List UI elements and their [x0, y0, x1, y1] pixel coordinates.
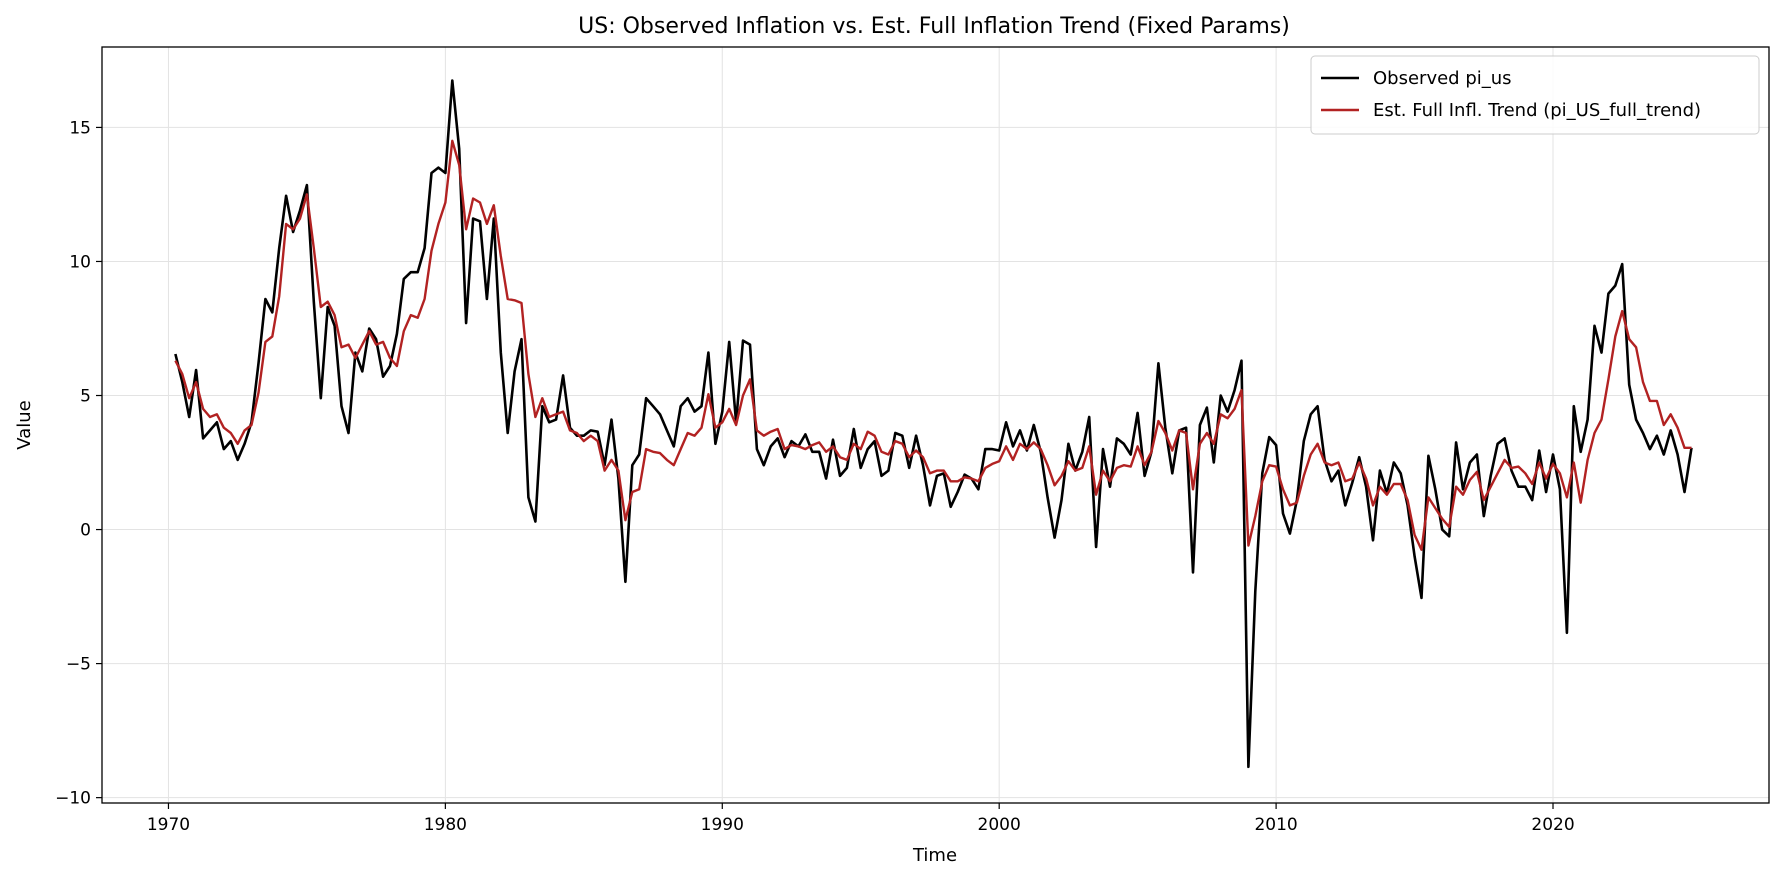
grid — [102, 47, 1769, 803]
x-axis: 1970 1980 1990 2000 2010 2020 — [147, 803, 1575, 835]
legend: Observed pi_us Est. Full Infl. Trend (pi_… — [1310, 55, 1760, 135]
legend-box — [1310, 55, 1760, 135]
x-axis-title: Time — [912, 845, 957, 866]
series-layer — [174, 79, 1693, 769]
x-tick-label: 2010 — [1254, 815, 1297, 835]
x-tick-label: 2000 — [978, 815, 1021, 835]
series-line-2 — [174, 139, 1692, 551]
y-axis-title: Value — [14, 400, 35, 449]
plot-frame — [101, 46, 1770, 804]
y-tick-label: 0 — [80, 521, 91, 541]
series-line-1 — [174, 79, 1693, 769]
y-tick-label: 15 — [69, 118, 91, 138]
x-tick-label: 1970 — [147, 815, 190, 835]
y-tick-label: −10 — [55, 789, 91, 809]
y-axis: −10 −5 0 5 10 15 — [55, 118, 102, 809]
x-tick-label: 1990 — [701, 815, 744, 835]
x-tick-label: 2020 — [1531, 815, 1574, 835]
legend-label: Est. Full Infl. Trend (pi_US_full_trend) — [1373, 100, 1701, 121]
x-tick-label: 1980 — [424, 815, 467, 835]
legend-label: Observed pi_us — [1373, 68, 1512, 89]
y-tick-label: 10 — [69, 252, 91, 272]
y-tick-label: 5 — [80, 387, 91, 407]
y-tick-label: −5 — [66, 655, 91, 675]
chart-title: US: Observed Inflation vs. Est. Full Inf… — [578, 14, 1290, 39]
